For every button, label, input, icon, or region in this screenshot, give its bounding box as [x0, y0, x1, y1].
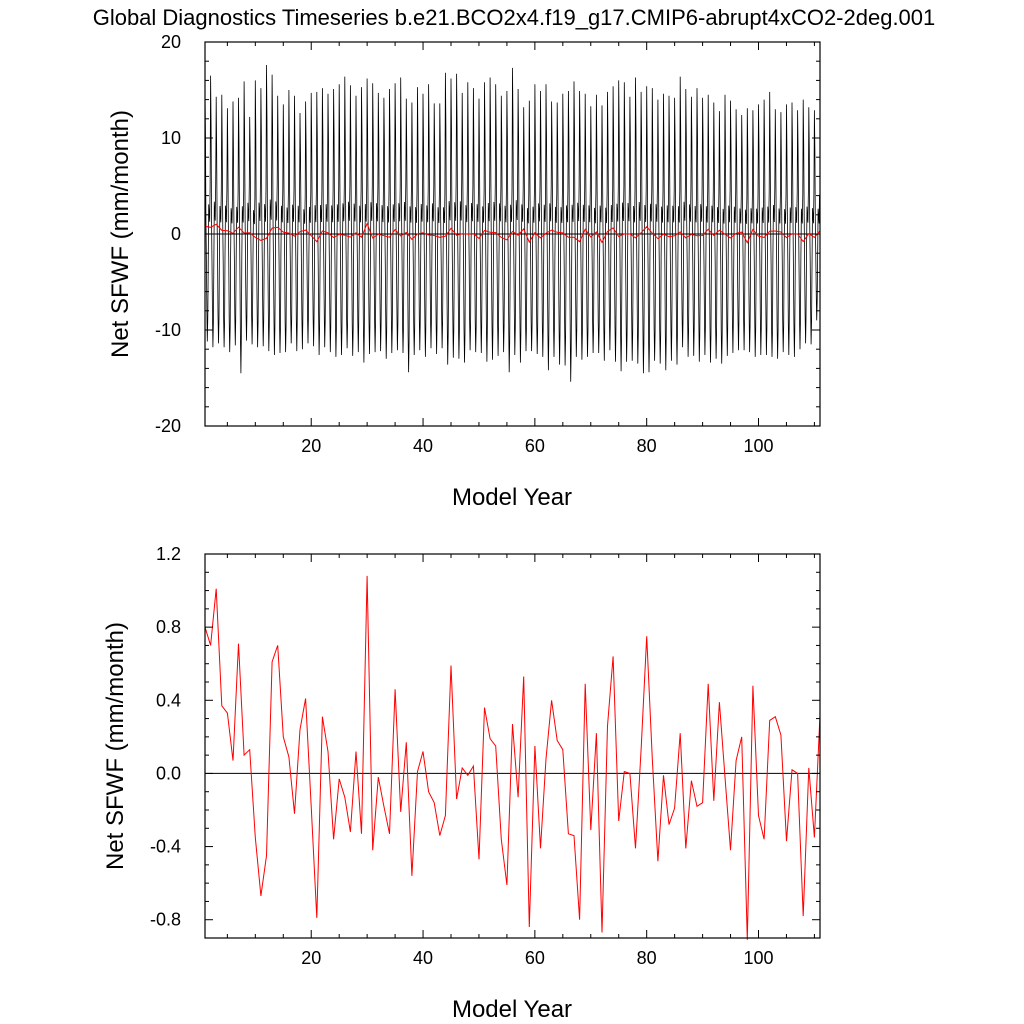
- x-tick-label: 40: [413, 436, 433, 456]
- y-tick-label: 0.4: [156, 690, 181, 710]
- y-axis-label: Net SFWF (mm/month): [102, 622, 129, 870]
- x-tick-label: 40: [413, 948, 433, 968]
- x-tick-label: 60: [525, 948, 545, 968]
- annual-mean-series: [204, 222, 821, 244]
- x-axis-label: Model Year: [452, 484, 572, 511]
- x-axis-label: Model Year: [452, 996, 572, 1023]
- bottom-panel: 20 40 60 80 100 -0.8 -0.4 0.0 0.4 0.8 1.…: [102, 544, 821, 1023]
- frame: [204, 553, 821, 939]
- x-tick-label: 100: [743, 948, 773, 968]
- y-tick-label: -0.4: [150, 837, 181, 857]
- x-tick-labels: 20 40 60 80 100: [301, 436, 773, 456]
- x-tick-labels: 20 40 60 80 100: [301, 948, 773, 968]
- y-tick-label: 0.0: [156, 763, 181, 783]
- annual-line: [204, 575, 821, 940]
- y-tick-labels: -0.8 -0.4 0.0 0.4 0.8 1.2: [150, 544, 181, 930]
- x-tick-label: 80: [637, 948, 657, 968]
- x-tick-label: 20: [301, 948, 321, 968]
- y-tick-label: -10: [155, 320, 181, 340]
- annual-mean-series: [204, 575, 821, 940]
- monthly-line: [204, 64, 820, 382]
- top-panel: 20 40 60 80 100 -20 -10 0 10 20 Model Ye…: [107, 32, 821, 511]
- chart-title: Global Diagnostics Timeseries b.e21.BCO2…: [93, 5, 936, 30]
- x-tick-label: 60: [525, 436, 545, 456]
- y-tick-label: 20: [161, 32, 181, 52]
- axis-ticks: [205, 41, 820, 427]
- y-tick-labels: -20 -10 0 10 20: [155, 32, 181, 436]
- y-tick-label: -20: [155, 416, 181, 436]
- x-tick-label: 100: [743, 436, 773, 456]
- y-tick-label: 0: [171, 224, 181, 244]
- annual-line: [204, 222, 821, 244]
- axis-ticks: [205, 553, 820, 939]
- y-tick-label: 1.2: [156, 544, 181, 564]
- y-axis-label: Net SFWF (mm/month): [107, 110, 134, 358]
- y-tick-label: 0.8: [156, 617, 181, 637]
- x-tick-label: 20: [301, 436, 321, 456]
- y-tick-label: 10: [161, 128, 181, 148]
- plot-frame: [204, 553, 821, 939]
- x-tick-label: 80: [637, 436, 657, 456]
- monthly-series: [204, 64, 820, 382]
- y-tick-label: -0.8: [150, 910, 181, 930]
